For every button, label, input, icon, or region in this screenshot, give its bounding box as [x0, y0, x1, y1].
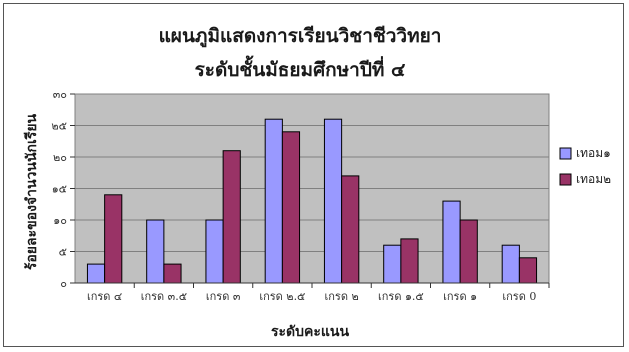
y-axis-ticks: ๐ ๕ ๑๐ ๑๕ ๒๐ ๒๕ ๓๐ [51, 88, 75, 290]
bar-term2 [518, 257, 538, 284]
y-tick-label: ๑๐ [53, 214, 67, 227]
legend-swatch [559, 173, 572, 186]
x-tick-label: เกรด ๑ [443, 290, 477, 303]
bar-term1 [442, 200, 461, 284]
y-tick-label: ๒๕ [51, 120, 67, 133]
bar-term1 [264, 118, 283, 284]
x-tick-label: เกรด ๓.๕ [141, 290, 187, 303]
x-tick-label: เกรด ๑.๕ [378, 290, 424, 303]
y-tick-label: ๒๐ [53, 151, 67, 164]
x-tick-label: เกรด ๓ [206, 290, 241, 303]
bar-term1 [86, 263, 106, 284]
bar-term1 [383, 244, 402, 284]
x-axis-title: ระดับคะแนน [271, 324, 349, 340]
x-tick-label: เกรด 0 [502, 290, 536, 303]
bar-term1 [323, 118, 343, 284]
legend-swatch [559, 147, 572, 160]
y-tick-label: ๐ [60, 277, 67, 290]
bar-term2 [400, 238, 419, 284]
y-tick-label: ๓๐ [53, 88, 67, 101]
bar-term2 [341, 175, 360, 284]
x-tick-label: เกรด ๔ [87, 290, 122, 303]
x-axis-ticks: เกรด ๔ เกรด ๓.๕ เกรด ๓ เกรด ๒.๕ เกรด ๒ เกรด ๑… [75, 282, 550, 303]
bar-term2 [104, 194, 123, 284]
chart-title-line-1: แผนภูมิแสดงการเรียนวิชาชีววิทยา [159, 25, 442, 48]
bars [86, 118, 538, 284]
bar-term2 [281, 131, 301, 284]
x-tick-label: เกรด ๒.๕ [259, 290, 305, 303]
y-tick-label: ๑๕ [52, 183, 67, 196]
y-axis-title: ร้อยละของจำนวนนักเรียน [24, 113, 40, 270]
bar-term2 [222, 150, 241, 284]
bar-term2 [163, 263, 182, 284]
y-tick-label: ๕ [59, 246, 67, 259]
bar-term2 [459, 219, 478, 284]
legend-label: เทอม๑ [576, 146, 611, 160]
bar-term1 [501, 244, 520, 284]
legend-label: เทอม๒ [576, 172, 611, 186]
bar-term1 [205, 219, 224, 284]
chart-title-line-2: ระดับชั้นมัธยมศึกษาปีที่ ๔ [195, 55, 406, 81]
bar-term1 [146, 219, 165, 284]
x-tick-label: เกรด ๒ [325, 290, 359, 303]
